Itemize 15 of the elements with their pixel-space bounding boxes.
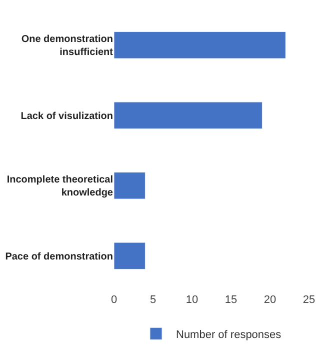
y-tick-label: Incomplete theoretical knowledge xyxy=(6,174,114,199)
bar xyxy=(114,172,146,200)
x-tick-label: 10 xyxy=(186,294,198,306)
x-tick-label: 25 xyxy=(302,294,316,306)
legend-label: Number of responses xyxy=(176,328,282,341)
bar xyxy=(114,102,262,129)
x-tick-label: 20 xyxy=(264,294,276,306)
x-tick-label: 5 xyxy=(150,294,156,306)
y-tick-label: One demonstration insufficient xyxy=(21,34,114,58)
bar xyxy=(114,32,286,59)
x-tick-label: 15 xyxy=(224,294,238,306)
x-tick-label: 0 xyxy=(110,294,118,306)
y-tick-label: Lack of visulization xyxy=(20,110,113,122)
bar xyxy=(114,242,146,270)
y-tick-label: Pace of demonstration xyxy=(5,251,113,262)
